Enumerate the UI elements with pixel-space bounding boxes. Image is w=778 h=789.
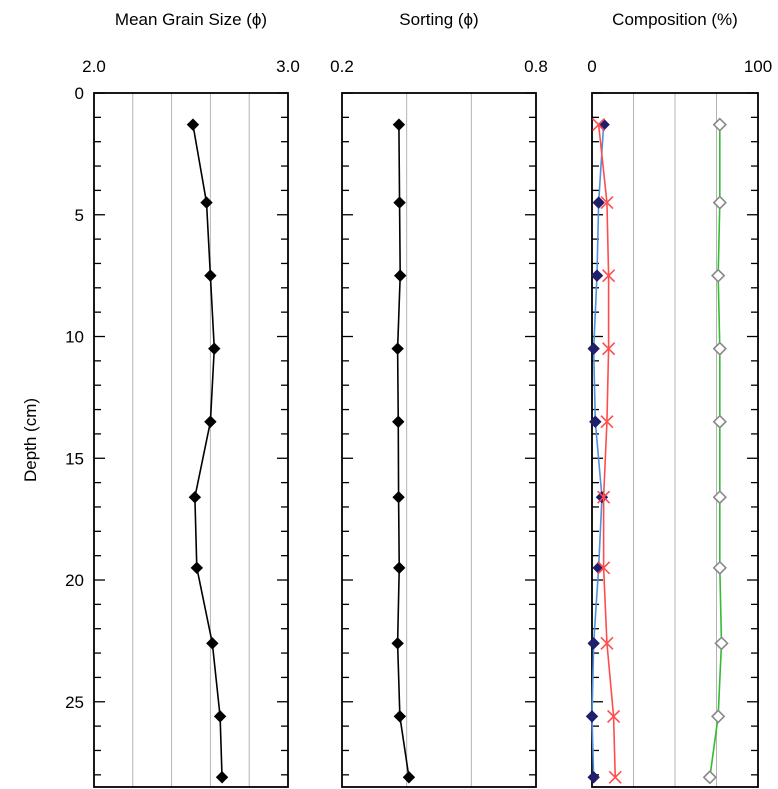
data-point [597,490,611,504]
series-line-1 [396,124,410,778]
data-point [393,196,406,209]
data-point [587,637,600,650]
data-point [600,415,614,429]
x-tick-label: 100 [744,57,772,76]
data-point [587,342,600,355]
panel-1: Mean Grain Size (ϕ) 2.0 3.0 [82,10,300,788]
series-line-2 [597,124,617,778]
x-tick-label: 0.8 [524,57,548,76]
data-point [393,269,407,282]
panel-title: Sorting (ϕ) [399,10,478,29]
panel-title: Composition (%) [612,10,738,29]
panel-frame [341,92,537,788]
data-point [602,269,616,283]
data-point [204,415,217,428]
x-tick-label: 2.0 [82,57,106,76]
data-point [600,636,614,650]
data-point [213,710,227,723]
data-point [208,342,221,355]
y-tick-label: 25 [65,693,84,712]
x-tick-label: 0 [587,57,596,76]
data-point [190,561,204,575]
data-point [600,196,614,210]
data-point [597,561,611,575]
data-point [592,196,605,209]
data-point [393,710,407,723]
data-point [602,342,616,356]
series-line-1 [591,124,605,778]
y-axis-title: Depth (cm) [21,398,40,482]
data-point [702,770,717,785]
data-point [402,771,416,784]
y-tick-label: 15 [65,449,84,468]
data-point [608,770,622,784]
y-tick-label: 20 [65,571,84,590]
data-point [215,771,229,784]
panel-title: Mean Grain Size (ϕ) [115,10,267,29]
data-point [595,491,609,504]
data-point [711,268,726,283]
data-point [206,637,219,650]
panel-frame [591,92,759,788]
data-point [200,196,213,209]
panels: Mean Grain Size (ϕ) 2.0 3.0 Sorting (ϕ) 0.2 0… [82,10,772,788]
panel-2: Sorting (ϕ) 0.2 0.8 [330,10,548,788]
data-point [587,771,600,784]
data-point [204,269,217,282]
data-point [393,561,406,575]
data-point [712,414,727,429]
y-tick-label: 10 [65,328,84,347]
data-point [392,415,405,428]
series-line-3 [709,124,723,778]
y-tick-label: 5 [75,206,84,225]
x-tick-label: 0.2 [330,57,354,76]
data-point [589,415,602,428]
data-point [590,269,604,282]
data-point [607,709,621,723]
panel-frame [93,92,289,788]
data-point [712,560,727,575]
data-point [585,710,599,723]
data-point [592,118,606,132]
data-point [712,195,727,210]
data-point [391,637,404,650]
data-point [391,342,404,355]
data-point [392,491,405,504]
data-point [188,491,202,504]
data-point [392,118,406,131]
y-tick-label: 0 [75,84,84,103]
depth-axis: 0 5 10 15 20 25 Depth (cm) [21,84,84,712]
series-line-1 [192,124,223,778]
data-point [712,341,727,356]
x-tick-label: 3.0 [276,57,300,76]
data-point [712,117,727,132]
panel-3: Composition (%) 0 100 [585,10,772,788]
data-point [711,709,726,724]
data-point [714,636,729,651]
data-point [186,118,200,131]
data-point [712,490,727,505]
